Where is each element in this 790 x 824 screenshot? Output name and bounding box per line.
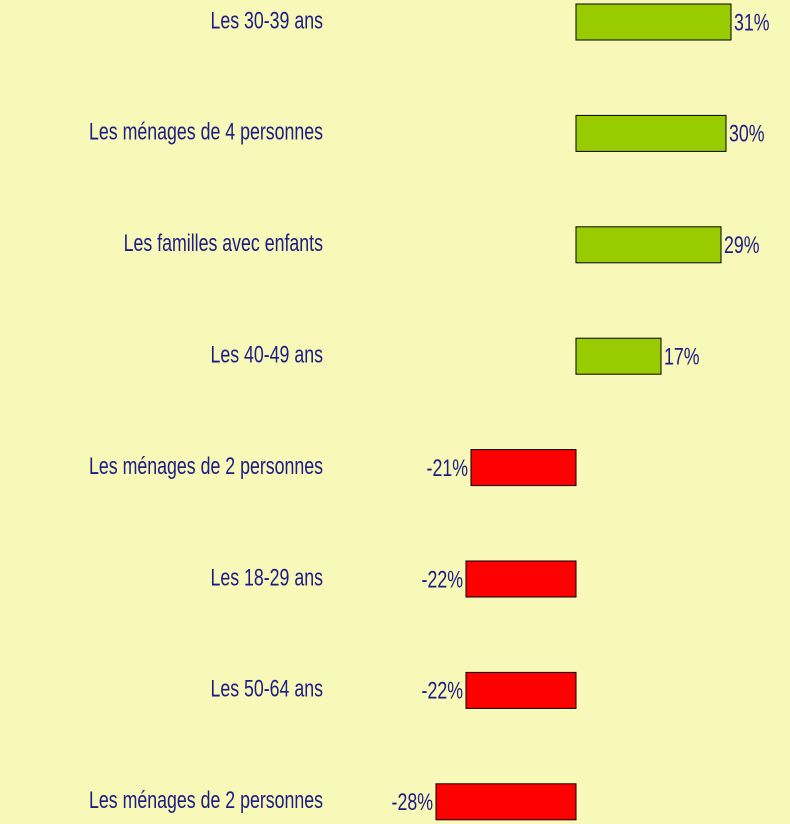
category-label: Les ménages de 2 personnes (89, 788, 323, 814)
value-label: -21% (427, 455, 469, 481)
category-label: Les ménages de 4 personnes (89, 119, 323, 145)
category-label: Les 18-29 ans (210, 565, 323, 591)
category-label: Les 50-64 ans (210, 676, 323, 702)
category-label: Les familles avec enfants (124, 231, 323, 257)
value-label: 31% (734, 10, 770, 36)
bar (465, 560, 577, 598)
bar (575, 337, 662, 375)
category-label: Les 30-39 ans (210, 8, 323, 34)
bar (575, 226, 722, 264)
value-label: -28% (392, 790, 434, 816)
bar (465, 671, 577, 709)
bar (575, 3, 732, 41)
value-label: -22% (422, 678, 464, 704)
bar (470, 449, 577, 487)
category-label: Les 40-49 ans (210, 342, 323, 368)
bar (435, 783, 577, 821)
value-label: 30% (729, 121, 765, 147)
value-label: 17% (664, 344, 700, 370)
value-label: 29% (724, 233, 760, 259)
category-label: Les ménages de 2 personnes (89, 453, 323, 479)
bar (575, 114, 727, 152)
value-label: -22% (422, 567, 464, 593)
